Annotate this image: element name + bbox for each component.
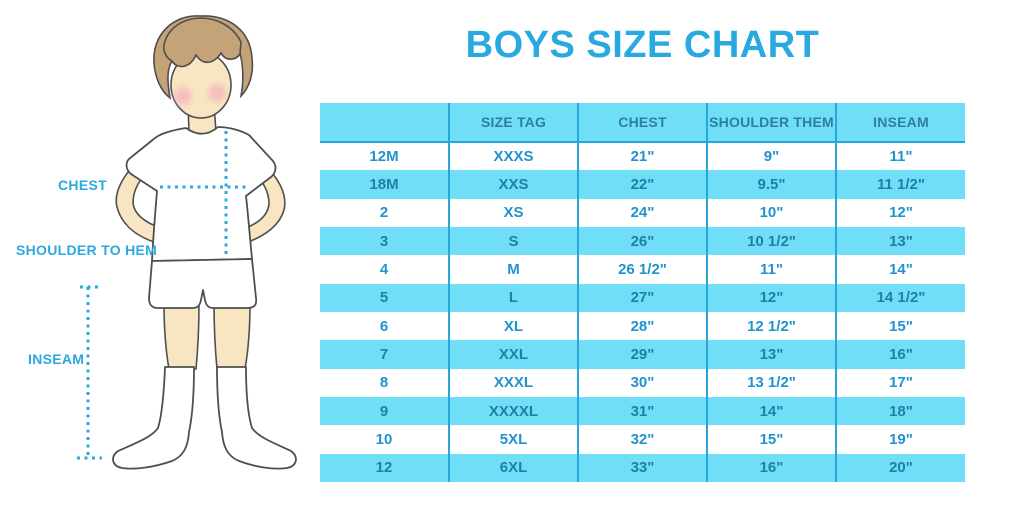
size-cell: 33" — [578, 453, 708, 482]
size-cell: 29" — [578, 340, 708, 369]
size-cell: 24" — [578, 198, 708, 227]
size-cell: 19" — [836, 425, 965, 454]
size-cell: 2 — [320, 198, 450, 227]
size-cell: 7 — [320, 340, 450, 369]
size-cell: 9 — [320, 396, 450, 426]
size-cell: 32" — [578, 425, 708, 454]
shoulder-to-hem-label: SHOULDER TO HEM — [16, 242, 158, 258]
size-row: 18M XXS 22" 9.5" 11 1/2" — [320, 170, 965, 199]
size-cell: 27" — [578, 283, 708, 312]
size-cell: 10 1/2" — [707, 226, 837, 256]
left-sock — [112, 366, 195, 470]
size-cell: 14" — [707, 396, 837, 426]
size-cell: 13" — [707, 340, 837, 369]
size-cell: 10 — [320, 425, 450, 454]
size-cell: XXS — [449, 170, 579, 199]
size-table: SIZE TAG CHEST SHOULDER THEM INSEAM 12M XXXS… — [320, 103, 965, 482]
left-leg — [163, 302, 200, 370]
size-cell: XXL — [449, 340, 579, 369]
column-header: SIZE TAG — [449, 103, 579, 143]
boy-illustration — [77, 15, 297, 470]
size-row: 12M XXXS 21" 9" 11" — [320, 142, 965, 171]
inseam-label: INSEAM — [28, 351, 85, 367]
size-cell: XS — [449, 198, 579, 227]
size-cell: 31" — [578, 396, 708, 426]
size-cell: S — [449, 226, 579, 256]
size-cell: 9" — [707, 142, 837, 171]
size-cell: 12" — [836, 198, 965, 227]
bangs — [163, 17, 242, 68]
size-cell: 18M — [320, 170, 450, 199]
size-row: 12 6XL 33" 16" 20" — [320, 453, 965, 482]
size-cell: 16" — [707, 453, 837, 482]
size-cell: XXXS — [449, 142, 579, 171]
size-cell: 18" — [836, 396, 965, 426]
chest-label: CHEST — [58, 177, 107, 193]
size-cell: 5XL — [449, 425, 579, 454]
size-cell: 8 — [320, 368, 450, 397]
column-header: INSEAM — [836, 103, 965, 143]
size-cell: 28" — [578, 311, 708, 341]
right-leg — [213, 302, 251, 370]
size-cell: 21" — [578, 142, 708, 171]
size-cell: 5 — [320, 283, 450, 312]
size-row: 6 XL 28" 12 1/2" 15" — [320, 311, 965, 341]
size-cell: 30" — [578, 368, 708, 397]
size-cell: 11" — [707, 255, 837, 284]
size-cell: 17" — [836, 368, 965, 397]
size-cell: 6XL — [449, 453, 579, 482]
size-cell: 12M — [320, 142, 450, 171]
size-cell: 14" — [836, 255, 965, 284]
size-cell: 15" — [836, 311, 965, 341]
size-cell: XXXXL — [449, 396, 579, 426]
size-cell: 12" — [707, 283, 837, 312]
column-header: CHEST — [578, 103, 708, 143]
size-cell: 12 1/2" — [707, 311, 837, 341]
size-row: 2 XS 24" 10" 12" — [320, 198, 965, 227]
size-cell: 3 — [320, 226, 450, 256]
blush-left — [174, 87, 192, 105]
page-title: BOYS SIZE CHART — [465, 24, 820, 66]
size-cell: 20" — [836, 453, 965, 482]
size-row: 5 L 27" 12" 14 1/2" — [320, 283, 965, 312]
table-header-row: SIZE TAG CHEST SHOULDER THEM INSEAM — [320, 103, 965, 143]
size-cell: 15" — [707, 425, 837, 454]
column-header: SHOULDER THEM — [707, 103, 837, 143]
size-row: 3 S 26" 10 1/2" 13" — [320, 226, 965, 256]
size-cell: 14 1/2" — [836, 283, 965, 312]
size-cell: 26 1/2" — [578, 255, 708, 284]
size-cell: 13" — [836, 226, 965, 256]
size-row: 8 XXXL 30" 13 1/2" 17" — [320, 368, 965, 397]
size-cell: 11 1/2" — [836, 170, 965, 199]
size-row: 7 XXL 29" 13" 16" — [320, 340, 965, 369]
size-cell: 12 — [320, 453, 450, 482]
boy-measurement-diagram: CHEST SHOULDER TO HEM INSEAM — [0, 0, 330, 512]
size-cell: 6 — [320, 311, 450, 341]
size-cell: 16" — [836, 340, 965, 369]
size-cell: 9.5" — [707, 170, 837, 199]
column-header — [320, 103, 450, 143]
size-cell: 10" — [707, 198, 837, 227]
size-cell: 26" — [578, 226, 708, 256]
size-cell: 11" — [836, 142, 965, 171]
blush-right — [208, 84, 226, 102]
size-cell: XL — [449, 311, 579, 341]
size-row: 10 5XL 32" 15" 19" — [320, 425, 965, 454]
size-cell: M — [449, 255, 579, 284]
size-row: 4 M 26 1/2" 11" 14" — [320, 255, 965, 284]
right-sock — [216, 366, 297, 470]
size-cell: 22" — [578, 170, 708, 199]
size-cell: 4 — [320, 255, 450, 284]
size-cell: XXXL — [449, 368, 579, 397]
shirt — [125, 126, 277, 262]
shorts — [148, 258, 258, 309]
size-cell: 13 1/2" — [707, 368, 837, 397]
size-row: 9 XXXXL 31" 14" 18" — [320, 396, 965, 426]
size-cell: L — [449, 283, 579, 312]
